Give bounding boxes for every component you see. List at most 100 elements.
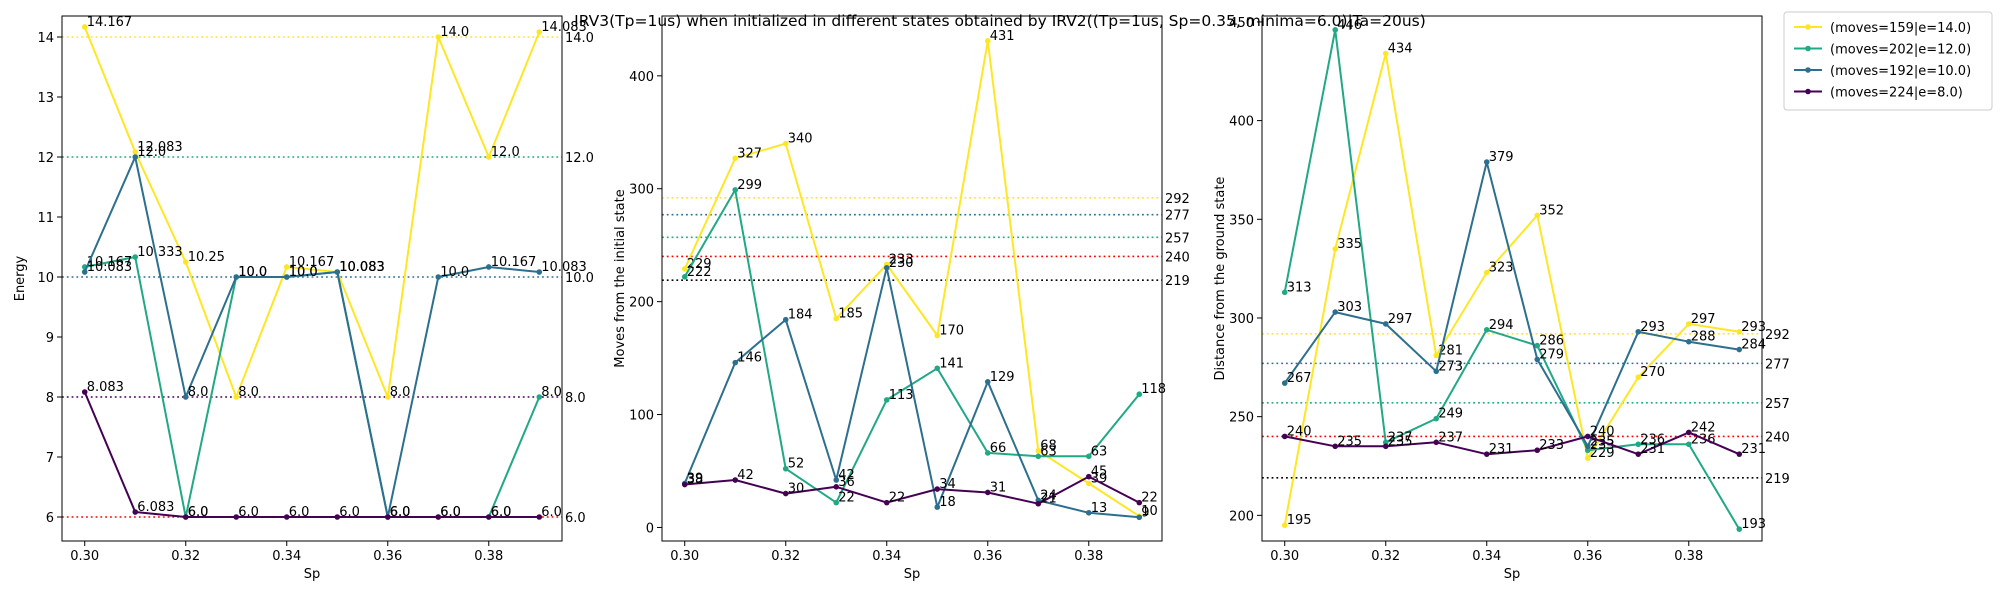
data-label: 323 [1489,261,1514,276]
data-label: 231 [1489,442,1514,457]
data-label: 14.083 [541,20,587,35]
data-point [1685,321,1692,327]
data-point [435,274,442,280]
data-label: 22 [838,491,855,506]
series-line [83,391,540,518]
data-point [883,264,890,271]
data-label: 297 [1691,312,1716,327]
data-label: 10.083 [339,260,385,275]
data-point [1085,509,1092,516]
series-line [83,156,540,518]
y-axis-label: Distance from the ground state [1213,177,1228,381]
data-point [233,514,240,520]
y-tick-label: 11 [37,211,54,226]
data-label: 30 [788,482,805,497]
data-point [1332,27,1339,33]
series-line [83,26,541,398]
data-point [1382,443,1389,450]
reference-line-label: 219 [1765,472,1790,487]
data-point [81,389,88,395]
data-label: 12.083 [137,140,183,155]
data-label: 10.167 [491,255,537,270]
x-axis-label: Sp [304,567,321,582]
data-label: 13 [1091,501,1108,516]
data-label: 10.083 [87,260,132,275]
reference-line-label: 6.0 [565,511,586,526]
reference-line-label: 219 [1165,274,1190,289]
data-label: 6.083 [137,500,174,515]
data-point [984,450,991,456]
data-label: 8.0 [188,385,209,400]
data-point [883,499,890,506]
data-label: 9 [1141,505,1149,520]
data-label: 6.0 [188,505,209,520]
data-point [1584,443,1591,450]
reference-line-label: 292 [1165,192,1190,207]
data-label: 6.0 [289,505,310,520]
y-tick-label: 350 [1229,213,1254,228]
data-label: 6.0 [390,505,411,520]
x-axis-label: Sp [904,567,921,582]
data-point [732,359,739,366]
data-label: 340 [788,132,813,147]
y-tick-label: 300 [629,183,654,198]
data-point [1382,439,1389,446]
data-label: 379 [1489,150,1514,165]
reference-line-label: 14.0 [565,31,594,46]
data-point [1635,328,1642,335]
data-label: 195 [1287,513,1312,528]
y-tick-label: 6 [46,511,54,526]
energy-panel: 14.0 12.0 10.0 8.0 6.0 14.167 12.083 10.25 8.0 10… [13,15,594,582]
data-point [384,394,391,400]
data-label: 141 [939,356,964,371]
data-label: 42 [737,468,754,483]
data-point [182,394,189,400]
data-label: 129 [990,370,1015,385]
y-tick-label: 400 [1229,115,1254,130]
data-point [1483,269,1490,276]
data-label: 249 [1438,407,1463,422]
data-point [782,140,789,147]
series-line [1283,161,1740,448]
data-point [1534,212,1541,219]
data-point [833,477,840,483]
data-point [81,24,88,30]
data-label: 270 [1640,365,1665,380]
figure-title: IRV3(Tp=1us) when initialized in differe… [574,12,1426,30]
data-point [1281,522,1288,529]
data-label: 6.0 [440,505,461,520]
data-label: 22 [1141,491,1158,506]
y-tick-label: 250 [1229,411,1254,426]
data-label: 281 [1438,343,1463,358]
y-tick-label: 10 [37,271,54,286]
data-label: 36 [838,475,855,490]
data-label: 170 [939,324,964,339]
data-point [81,269,88,275]
y-tick-label: 12 [37,151,54,166]
data-point [1382,50,1389,57]
data-point [435,514,442,520]
data-point [1136,391,1143,398]
reference-line-label: 277 [1765,357,1790,372]
data-point [1332,443,1339,450]
data-label: 235 [1337,434,1362,449]
x-tick-label: 0.34 [872,549,901,564]
reference-line-label: 277 [1165,209,1190,224]
data-label: 21 [1040,492,1057,507]
data-label: 10.083 [339,260,385,275]
data-label: 45 [1091,465,1108,480]
data-point [283,514,290,520]
data-label: 10 [1141,504,1158,519]
y-axis-label: Energy [13,255,28,301]
data-point [833,499,840,506]
data-point [1085,453,1092,460]
data-point [485,514,492,520]
data-label: 113 [889,388,914,403]
data-point [1635,374,1642,380]
axes-frame [661,15,1163,542]
data-label: 184 [788,308,813,323]
data-label: 293 [1741,320,1766,335]
data-label: 335 [1337,237,1362,252]
